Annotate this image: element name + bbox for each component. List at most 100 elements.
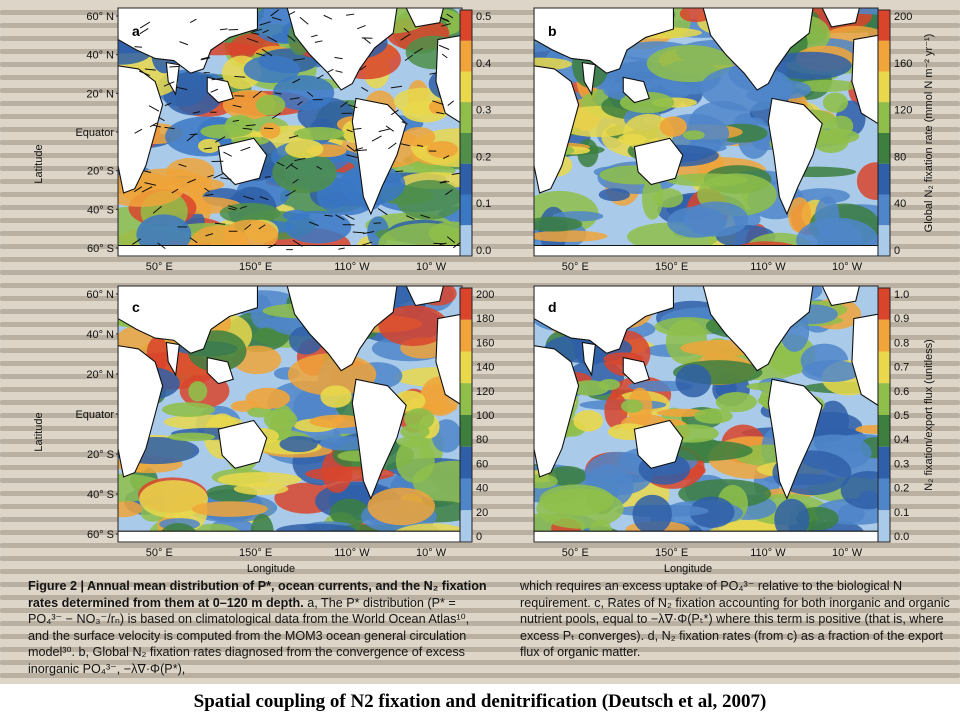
- colorbar-segment: [878, 319, 890, 352]
- lon-tick-label: 110° W: [334, 261, 370, 273]
- colorbar-segment: [460, 415, 472, 447]
- y-axis-label-a: Latitude: [33, 144, 45, 183]
- lat-tick-label: 60° N: [86, 289, 114, 301]
- panel-d: d 50° E 150° E 110° W 10° W Longitude 1.0 0.…: [500, 282, 960, 576]
- colorbar-tick-label: 0.0: [476, 245, 491, 257]
- colorbar-segment: [460, 319, 472, 352]
- panel-c: c 60° N 40° N 20° N Equator 20° S 40° S 60° S …: [28, 282, 517, 576]
- lon-tick-label: 10° W: [416, 261, 447, 273]
- lon-tick-label: 10° W: [416, 547, 447, 559]
- colorbar-tick-label: 0: [476, 531, 482, 543]
- colorbar-segment: [460, 71, 472, 103]
- colorbar-segment: [878, 415, 890, 447]
- colorbar-tick-label: 120: [894, 105, 912, 117]
- lon-tick-label: 150° E: [655, 261, 688, 273]
- lon-tick-label: 50° E: [146, 547, 173, 559]
- colorbar-tick-label: 180: [476, 313, 494, 325]
- colorbar-tick-label: 160: [476, 337, 494, 349]
- colorbar-segment: [460, 133, 472, 164]
- x-axis-label-d: Longitude: [664, 563, 712, 575]
- colorbar-tick-label: 0.9: [894, 313, 909, 325]
- colorbar-tick-label: 200: [476, 289, 494, 301]
- lat-tick-label: 40° N: [86, 50, 114, 62]
- lat-tick-label: 20° N: [86, 369, 114, 381]
- colorbar-tick-label: 200: [894, 11, 912, 23]
- lon-tick-label: 150° E: [239, 261, 272, 273]
- colorbar-segment: [460, 446, 472, 479]
- colorbar-tick-label: 80: [894, 151, 906, 163]
- lat-tick-label: 20° S: [87, 449, 114, 461]
- lon-tick-label: 150° E: [239, 547, 272, 559]
- colorbar-tick-label: 140: [476, 362, 494, 374]
- colorbar-tick-label: 0.6: [894, 386, 909, 398]
- lat-tick-label: 20° S: [87, 166, 114, 178]
- colorbar-tick-label: 40: [894, 198, 906, 210]
- lat-tick-label: 60° N: [86, 11, 114, 23]
- caption-right-text: which requires an excess uptake of PO₄³⁻…: [520, 579, 950, 660]
- colorbar-segment: [878, 10, 890, 41]
- scanned-page: a 60° N 40° N 20° N Equator 20° S 40° S 60° S …: [0, 0, 960, 684]
- footer-citation: Spatial coupling of N2 fixation and deni…: [193, 691, 767, 712]
- colorbar-segment: [878, 163, 890, 195]
- colorbar-segment: [878, 383, 890, 415]
- lon-tick-label: 50° E: [562, 261, 589, 273]
- lat-tick-label: 20° N: [86, 88, 114, 100]
- colorbar-segment: [878, 194, 890, 226]
- colorbar-tick-label: 80: [476, 434, 488, 446]
- panel-a: a 60° N 40° N 20° N Equator 20° S 40° S 60° S …: [28, 4, 517, 276]
- colorbar-tick-label: 60: [476, 458, 488, 470]
- panel-b: b 50° E 150° E 110° W 10° W 200 160 120 80 40 0 G…: [500, 4, 960, 276]
- figure-caption-left: Figure 2 | Annual mean distribution of P…: [28, 578, 490, 678]
- lon-tick-label: 110° W: [334, 547, 370, 559]
- colorbar-segment: [460, 510, 472, 542]
- lon-tick-label: 50° E: [562, 547, 589, 559]
- colorbar-segment: [878, 478, 890, 511]
- lon-tick-label: 10° W: [832, 547, 863, 559]
- lon-tick-label: 50° E: [146, 261, 173, 273]
- figure-caption-right: which requires an excess uptake of PO₄³⁻…: [520, 578, 950, 661]
- caption-heading: Figure 2 | Annual mean distribution of P…: [28, 579, 487, 610]
- colorbar-segment: [460, 225, 472, 256]
- colorbar-segment: [878, 510, 890, 542]
- y-axis-label-c: Latitude: [33, 412, 45, 451]
- panel-letter-b: b: [548, 23, 557, 39]
- colorbar-segment: [460, 288, 472, 320]
- colorbar-segment: [878, 351, 890, 384]
- colorbar-tick-label: 1.0: [894, 289, 909, 301]
- panel-letter-d: d: [548, 299, 557, 315]
- colorbar-tick-label: 0.5: [894, 410, 909, 422]
- panel-letter-a: a: [132, 23, 140, 39]
- colorbar-label: Global N₂ fixation rate (mmol N m⁻² yr⁻¹…: [923, 34, 935, 233]
- colorbar-segment: [460, 383, 472, 415]
- colorbar-tick-label: 0.2: [894, 483, 909, 495]
- lat-tick-label: 40° S: [87, 489, 114, 501]
- colorbar-segment: [878, 288, 890, 320]
- lat-tick-label: 40° N: [86, 329, 114, 341]
- colorbar-tick-label: 20: [476, 507, 488, 519]
- colorbar-tick-label: 160: [894, 58, 912, 70]
- lon-tick-label: 110° W: [750, 261, 786, 273]
- colorbar-tick-label: 0.0: [894, 531, 909, 543]
- colorbar-tick-label: 0.1: [476, 198, 491, 210]
- lat-tick-label: 60° S: [87, 529, 114, 541]
- x-axis-label-c: Longitude: [247, 563, 295, 575]
- panel-d-svg: d 50° E 150° E 110° W 10° W Longitude 1.0 0.…: [533, 285, 935, 575]
- colorbar-tick-label: 0.5: [476, 11, 491, 23]
- colorbar-tick-label: 40: [476, 483, 488, 495]
- colorbar-segment: [878, 133, 890, 164]
- colorbar-segment: [878, 102, 890, 133]
- lon-tick-label: 150° E: [655, 547, 688, 559]
- lat-tick-label: 60° S: [87, 243, 114, 255]
- colorbar-segment: [460, 40, 472, 72]
- colorbar-tick-label: 0.4: [894, 434, 909, 446]
- colorbar-segment: [878, 40, 890, 72]
- panel-b-svg: b 50° E 150° E 110° W 10° W 200 160 120 80 40 0 G…: [533, 7, 935, 273]
- colorbar-tick-label: 100: [476, 410, 494, 422]
- caption-body: a, The P* distribution (P* = PO₄³⁻ − NO₃…: [28, 595, 470, 676]
- lat-tick-label: 40° S: [87, 204, 114, 216]
- colorbar-label: N₂ fixation/export flux (unitless): [923, 339, 935, 491]
- colorbar-tick-label: 0.3: [476, 105, 491, 117]
- colorbar-segment: [460, 351, 472, 384]
